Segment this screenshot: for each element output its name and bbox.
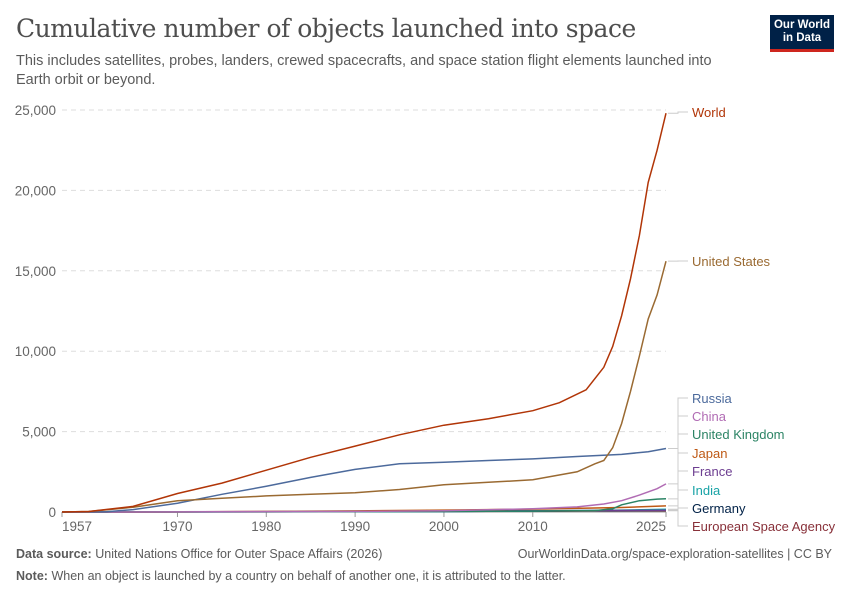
series-label: Japan: [692, 446, 727, 461]
series-label: China: [692, 409, 727, 424]
series-line-china: [61, 483, 667, 513]
x-tick-label: 2000: [429, 519, 459, 534]
x-tick-label: 2010: [518, 519, 548, 534]
note: Note: When an object is launched by a co…: [16, 569, 566, 583]
x-tick-label: 1957: [62, 519, 92, 534]
x-tick-label: 1990: [340, 519, 370, 534]
chart-title: Cumulative number of objects launched in…: [16, 14, 636, 43]
label-connector: [668, 397, 688, 449]
series-label: United States: [692, 254, 771, 269]
series-line-russia: [61, 447, 667, 513]
y-tick-label: 10,000: [15, 344, 56, 359]
y-tick-label: 0: [48, 505, 56, 520]
label-connector: [668, 415, 688, 485]
x-tick-label: 2025: [636, 519, 666, 534]
source-text: United Nations Office for Outer Space Af…: [95, 547, 383, 561]
series-label: India: [692, 483, 721, 498]
series-label: United Kingdom: [692, 427, 785, 442]
series-label: France: [692, 464, 732, 479]
data-source: Data source: United Nations Office for O…: [16, 547, 383, 561]
series-label: World: [692, 105, 726, 120]
series-label: Russia: [692, 391, 733, 406]
series-label: European Space Agency: [692, 519, 836, 534]
source-url[interactable]: OurWorldinData.org/space-exploration-sat…: [517, 547, 832, 561]
y-tick-label: 20,000: [15, 183, 56, 198]
line-chart: 0 5,000 10,000 15,000 20,000 25,000 1957 1970 19…: [15, 103, 836, 534]
series-line-united-states: [61, 261, 667, 513]
series-label: Germany: [692, 501, 746, 516]
label-connector: [668, 111, 688, 114]
series-line-world: [61, 113, 667, 513]
series-line-united-kingdom: [61, 498, 667, 513]
x-tick-label: 1970: [162, 519, 192, 534]
y-tick-label: 15,000: [15, 264, 56, 279]
y-tick-label: 5,000: [22, 425, 56, 440]
note-text: When an object is launched by a country …: [51, 569, 566, 583]
chart-subtitle: This includes satellites, probes, lander…: [16, 53, 712, 88]
owid-logo[interactable]: Our World in Data: [770, 15, 834, 52]
x-tick-label: 1980: [251, 519, 281, 534]
label-connector: [668, 510, 688, 527]
y-tick-label: 25,000: [15, 103, 56, 118]
